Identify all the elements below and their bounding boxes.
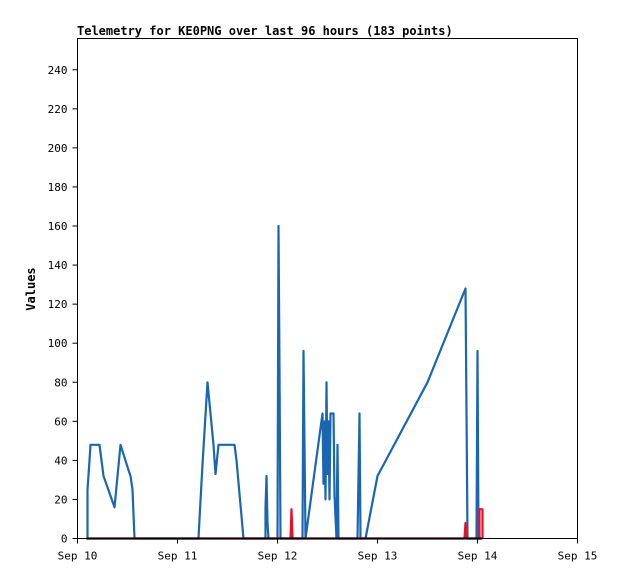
series-line-2 [86, 508, 484, 540]
x-tick-label: Sep 10 [58, 550, 98, 563]
x-tick-label: Sep 13 [358, 550, 398, 563]
y-tick-label: 180 [48, 181, 68, 194]
x-tick-label: Sep 15 [558, 550, 598, 563]
series-line-1 [86, 224, 483, 540]
y-tick-label: 200 [48, 142, 68, 155]
x-axis: Sep 10 Sep 11 Sep 12 Sep 13 Sep 14 Sep 15 [58, 538, 598, 563]
y-tick-label: 20 [54, 493, 67, 506]
y-tick-label: 0 [61, 533, 68, 546]
y-tick-label: 80 [54, 376, 67, 389]
y-tick-label: 100 [48, 337, 68, 350]
x-tick-label: Sep 11 [158, 550, 198, 563]
y-tick-label: 220 [48, 103, 68, 116]
y-tick-label: 140 [48, 259, 68, 272]
y-tick-label: 240 [48, 64, 68, 77]
y-axis: 0 20 40 60 80 100 120 140 160 180 200 220 240 [48, 64, 78, 546]
y-axis-label: Values [24, 267, 38, 310]
x-tick-label: Sep 12 [258, 550, 298, 563]
chart-title: Telemetry for KE0PNG over last 96 hours … [77, 24, 453, 38]
y-tick-label: 60 [54, 415, 67, 428]
y-tick-label: 120 [48, 298, 68, 311]
series-layer [86, 224, 484, 540]
y-tick-label: 160 [48, 220, 68, 233]
x-tick-label: Sep 14 [458, 550, 498, 563]
y-tick-label: 40 [54, 454, 67, 467]
